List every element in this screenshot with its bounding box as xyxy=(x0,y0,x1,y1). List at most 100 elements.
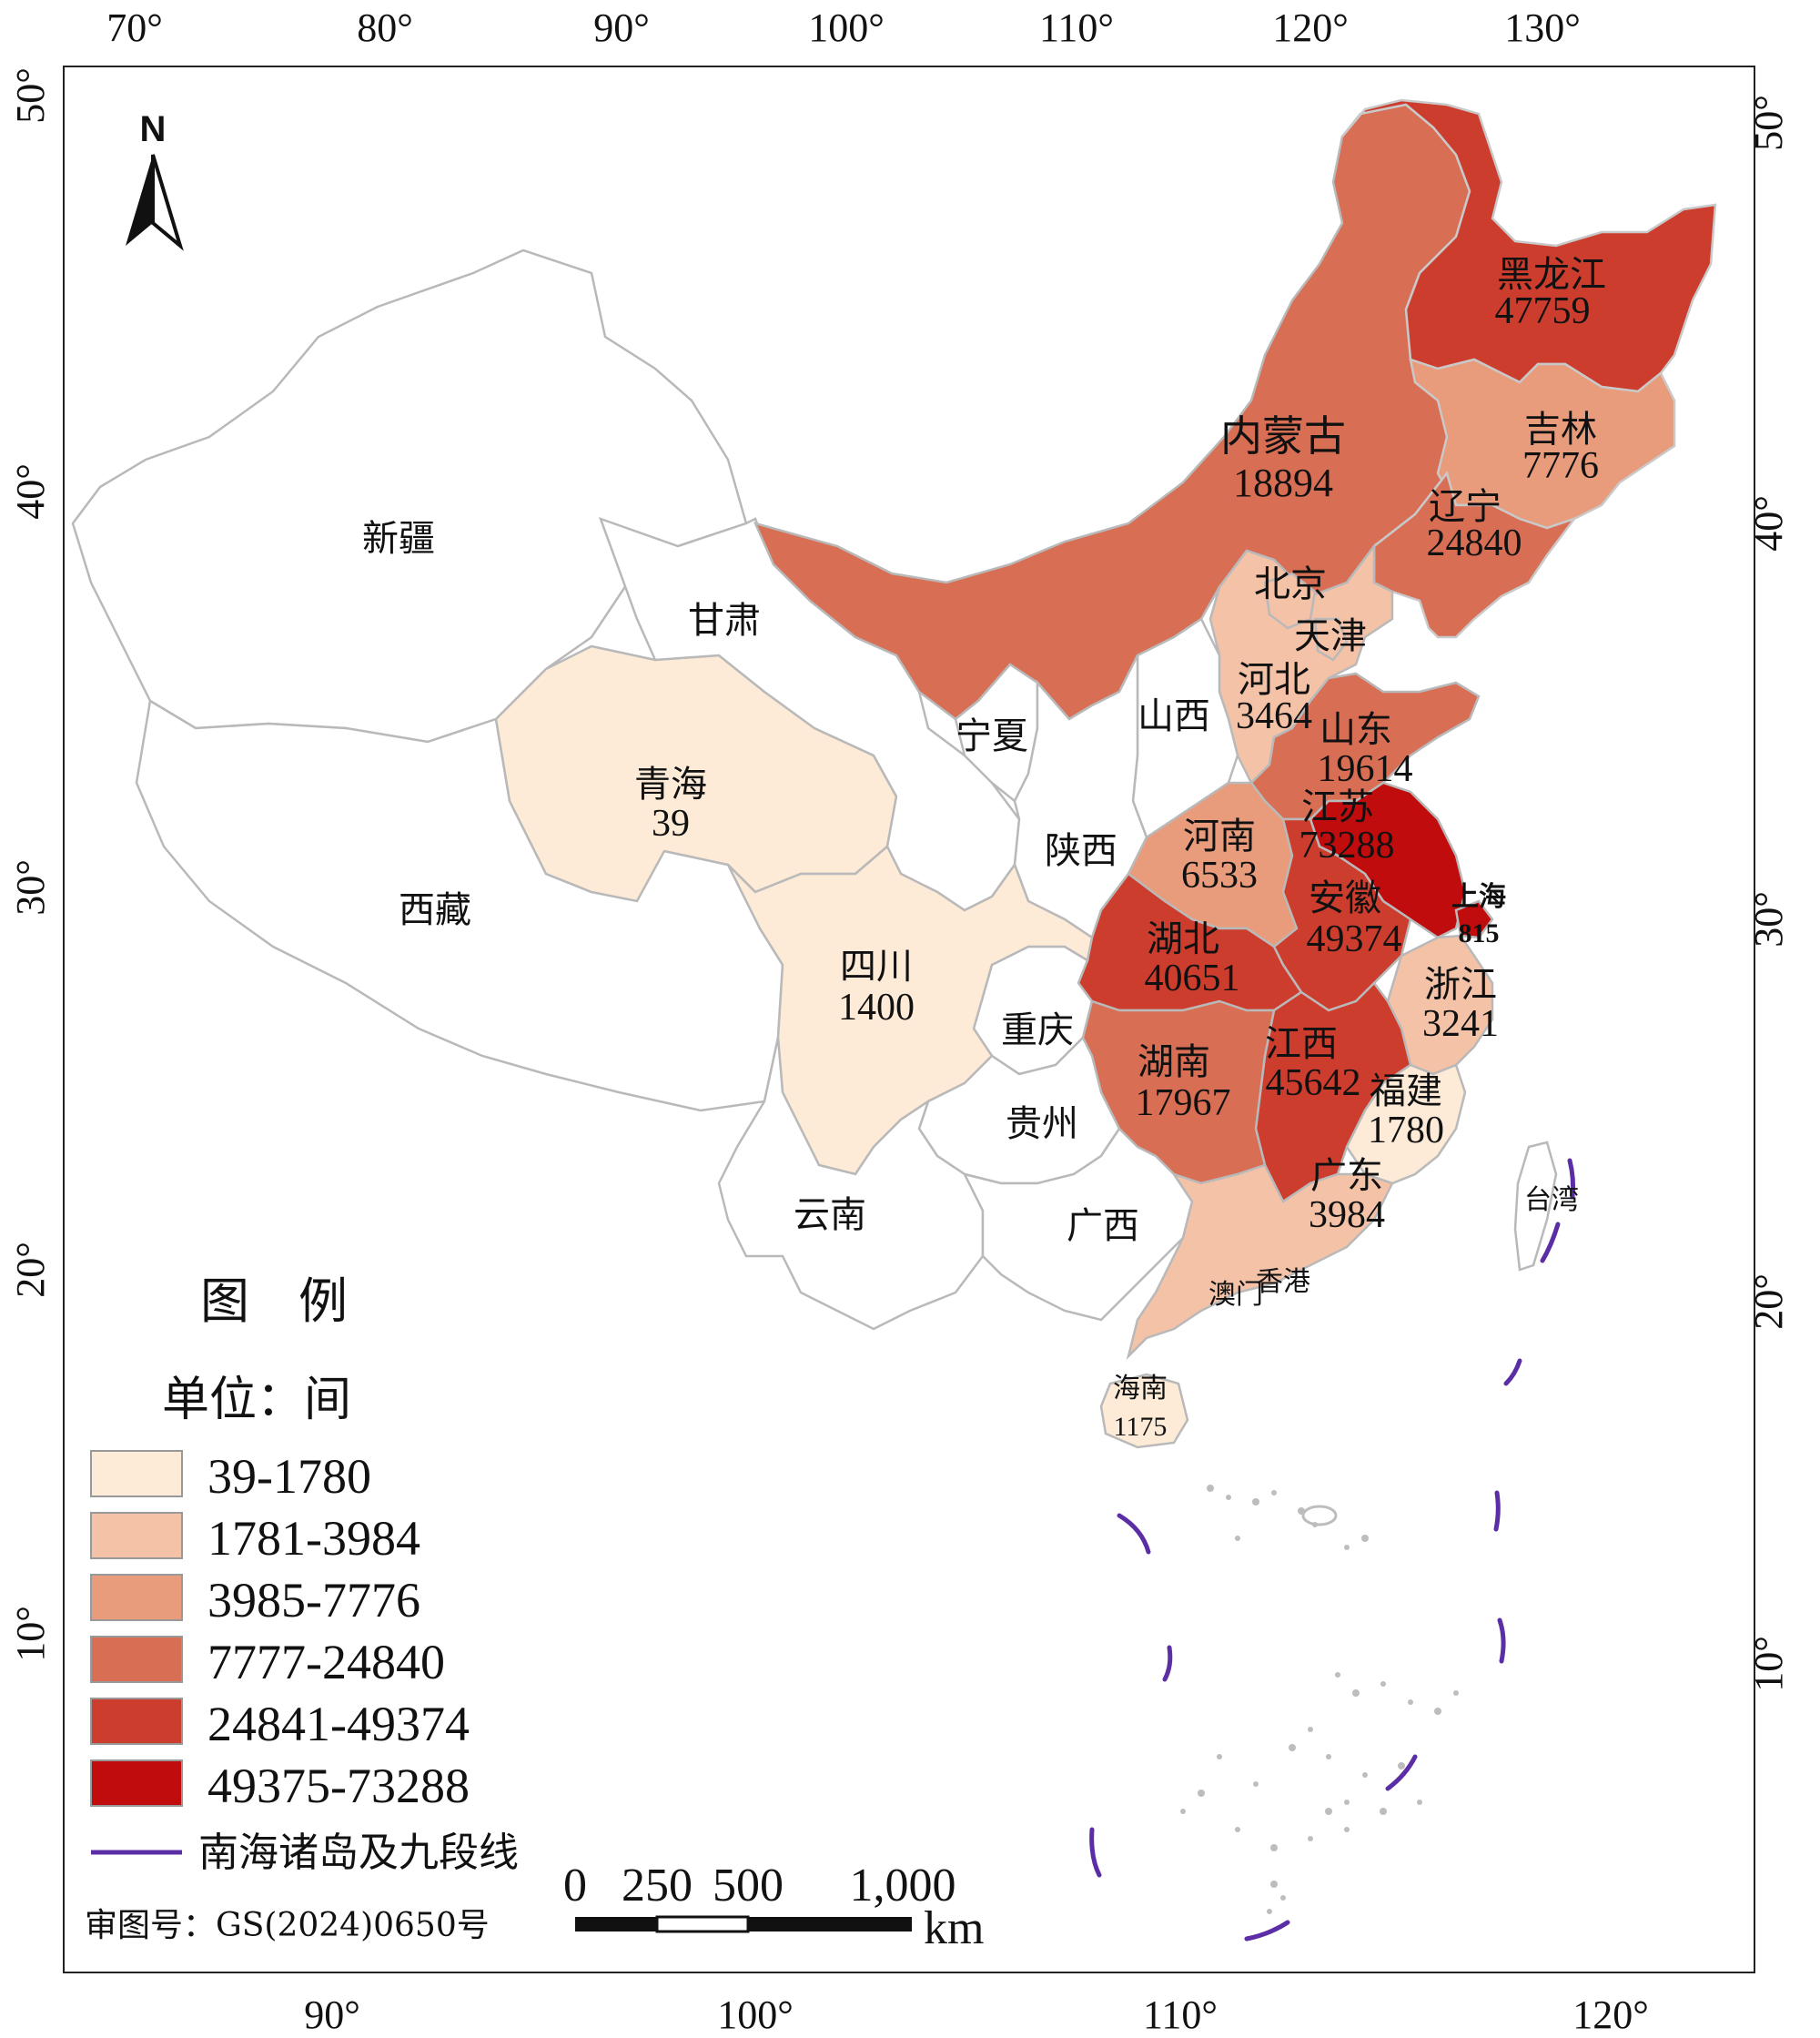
legend-class-label: 39-1780 xyxy=(207,1449,371,1504)
label-jiangsu-name: 江苏 xyxy=(1301,786,1374,828)
label-shaanxi-name: 陕西 xyxy=(1045,830,1117,872)
label-xianggang-name: 香港 xyxy=(1256,1266,1310,1298)
left-ticks: 50° 40° 30° 20° 10° xyxy=(8,67,53,1662)
bottom-tick: 120° xyxy=(1572,1992,1649,2037)
label-xizang-name: 西藏 xyxy=(399,889,471,931)
top-ticks: 70° 80° 90° 100° 110° 120° 130° xyxy=(106,5,1581,50)
label-fujian-value: 1780 xyxy=(1368,1110,1444,1151)
legend-title: 图 例 xyxy=(200,1272,348,1330)
label-hubei-value: 40651 xyxy=(1145,958,1240,999)
label-henan-value: 6533 xyxy=(1181,855,1258,897)
scale-label: 0 xyxy=(563,1860,587,1911)
left-tick: 10° xyxy=(8,1606,53,1662)
right-tick: 40° xyxy=(1746,495,1791,552)
scale-label: 1,000 xyxy=(850,1860,956,1911)
label-shanghai-name: 上海 xyxy=(1451,881,1506,913)
scale-label: 250 xyxy=(622,1860,693,1911)
province-hainan xyxy=(1099,1373,1189,1449)
label-neimenggu-name: 内蒙古 xyxy=(1220,411,1346,461)
label-henan-name: 河南 xyxy=(1183,816,1256,857)
label-qinghai-value: 39 xyxy=(652,803,690,845)
label-chongqing-name: 重庆 xyxy=(1001,1009,1074,1051)
province-polygons xyxy=(71,98,1717,1449)
legend-swatch xyxy=(90,1450,183,1497)
scale-unit: km xyxy=(924,1902,984,1954)
label-sichuan-name: 四川 xyxy=(840,946,913,988)
label-guangdong-value: 3984 xyxy=(1309,1194,1385,1236)
label-tianjin-name: 天津 xyxy=(1294,615,1367,657)
north-arrow-label: N xyxy=(140,109,167,149)
legend-class-label: 7777-24840 xyxy=(207,1635,445,1689)
label-jilin-name: 吉林 xyxy=(1524,409,1597,451)
label-liaoning-name: 辽宁 xyxy=(1429,486,1502,528)
label-guizhou-name: 贵州 xyxy=(1006,1103,1078,1145)
label-sichuan-value: 1400 xyxy=(838,987,915,1029)
legend-class-label: 3985-7776 xyxy=(207,1573,420,1627)
top-tick: 100° xyxy=(808,5,885,50)
label-shandong-value: 19614 xyxy=(1318,748,1413,790)
label-hainan-name: 海南 xyxy=(1113,1373,1168,1404)
province-guangdong xyxy=(1126,1163,1394,1361)
legend-class-label: 1781-3984 xyxy=(207,1511,420,1566)
label-ningxia-name: 宁夏 xyxy=(956,715,1028,757)
label-anhui-name: 安徽 xyxy=(1309,877,1381,919)
label-heilongjiang-value: 47759 xyxy=(1495,290,1591,332)
right-ticks: 50° 40° 30° 20° 10° xyxy=(1746,95,1791,1692)
label-yunnan-name: 云南 xyxy=(794,1194,866,1236)
label-hebei-value: 3464 xyxy=(1236,695,1312,737)
province-liaoning xyxy=(1372,471,1578,639)
left-tick: 20° xyxy=(8,1242,53,1298)
legend-swatch xyxy=(90,1512,183,1559)
label-jiangxi-value: 45642 xyxy=(1266,1062,1361,1104)
province-shanghai xyxy=(1454,899,1494,939)
scale-label: 500 xyxy=(713,1860,784,1911)
province-jilin xyxy=(1409,358,1676,530)
label-neimenggu-value: 18894 xyxy=(1233,461,1333,505)
label-guangxi-name: 广西 xyxy=(1067,1205,1139,1247)
label-gansu-name: 甘肃 xyxy=(688,600,761,642)
legend-swatch xyxy=(90,1574,183,1621)
legend-swatch xyxy=(90,1698,183,1745)
label-hubei-name: 湖北 xyxy=(1147,918,1219,960)
label-taiwan-name: 台湾 xyxy=(1524,1184,1579,1216)
top-tick: 80° xyxy=(357,5,413,50)
label-liaoning-value: 24840 xyxy=(1427,522,1522,564)
label-hebei-name: 河北 xyxy=(1238,659,1310,701)
legend-unit: 单位：间 xyxy=(162,1373,351,1427)
nine-dash-line xyxy=(1089,1158,1576,1942)
label-heilongjiang-name: 黑龙江 xyxy=(1497,254,1606,296)
right-tick: 10° xyxy=(1746,1636,1791,1692)
top-tick: 70° xyxy=(106,5,163,50)
top-tick: 130° xyxy=(1504,5,1581,50)
province-taiwan xyxy=(1513,1141,1558,1272)
label-shandong-name: 山东 xyxy=(1320,709,1392,751)
province-beijing xyxy=(1263,572,1317,630)
province-labels: 黑龙江 47759 吉林 7776 辽宁 24840 内蒙古 18894 北京 … xyxy=(362,254,1606,1442)
legend-swatch xyxy=(90,1636,183,1683)
right-tick: 50° xyxy=(1746,95,1791,151)
left-tick: 40° xyxy=(8,463,53,520)
right-tick: 20° xyxy=(1746,1273,1791,1330)
label-shanghai-value: 815 xyxy=(1459,918,1500,948)
label-anhui-value: 49374 xyxy=(1307,918,1402,960)
label-guangdong-name: 广东 xyxy=(1310,1155,1383,1197)
label-zhejiang-name: 浙江 xyxy=(1424,964,1497,1006)
bottom-tick: 90° xyxy=(304,1992,360,2037)
label-aomen-name: 澳门 xyxy=(1208,1279,1263,1311)
bottom-tick: 110° xyxy=(1143,1992,1218,2037)
label-jilin-value: 7776 xyxy=(1522,445,1599,487)
north-arrow: N xyxy=(126,109,184,251)
label-hunan-name: 湖南 xyxy=(1138,1041,1210,1083)
label-jiangxi-name: 江西 xyxy=(1265,1023,1338,1065)
label-fujian-name: 福建 xyxy=(1370,1070,1442,1112)
top-tick: 110° xyxy=(1039,5,1114,50)
left-tick: 50° xyxy=(8,67,53,124)
legend-class-label: 24841-49374 xyxy=(207,1697,470,1751)
bottom-tick: 100° xyxy=(717,1992,794,2037)
right-tick: 30° xyxy=(1746,891,1791,948)
scs-islands xyxy=(1180,1485,1459,1914)
approval-number: 审图号：GS(2024)0650号 xyxy=(85,1907,490,1944)
legend-swatch xyxy=(90,1759,183,1807)
top-tick: 120° xyxy=(1272,5,1349,50)
